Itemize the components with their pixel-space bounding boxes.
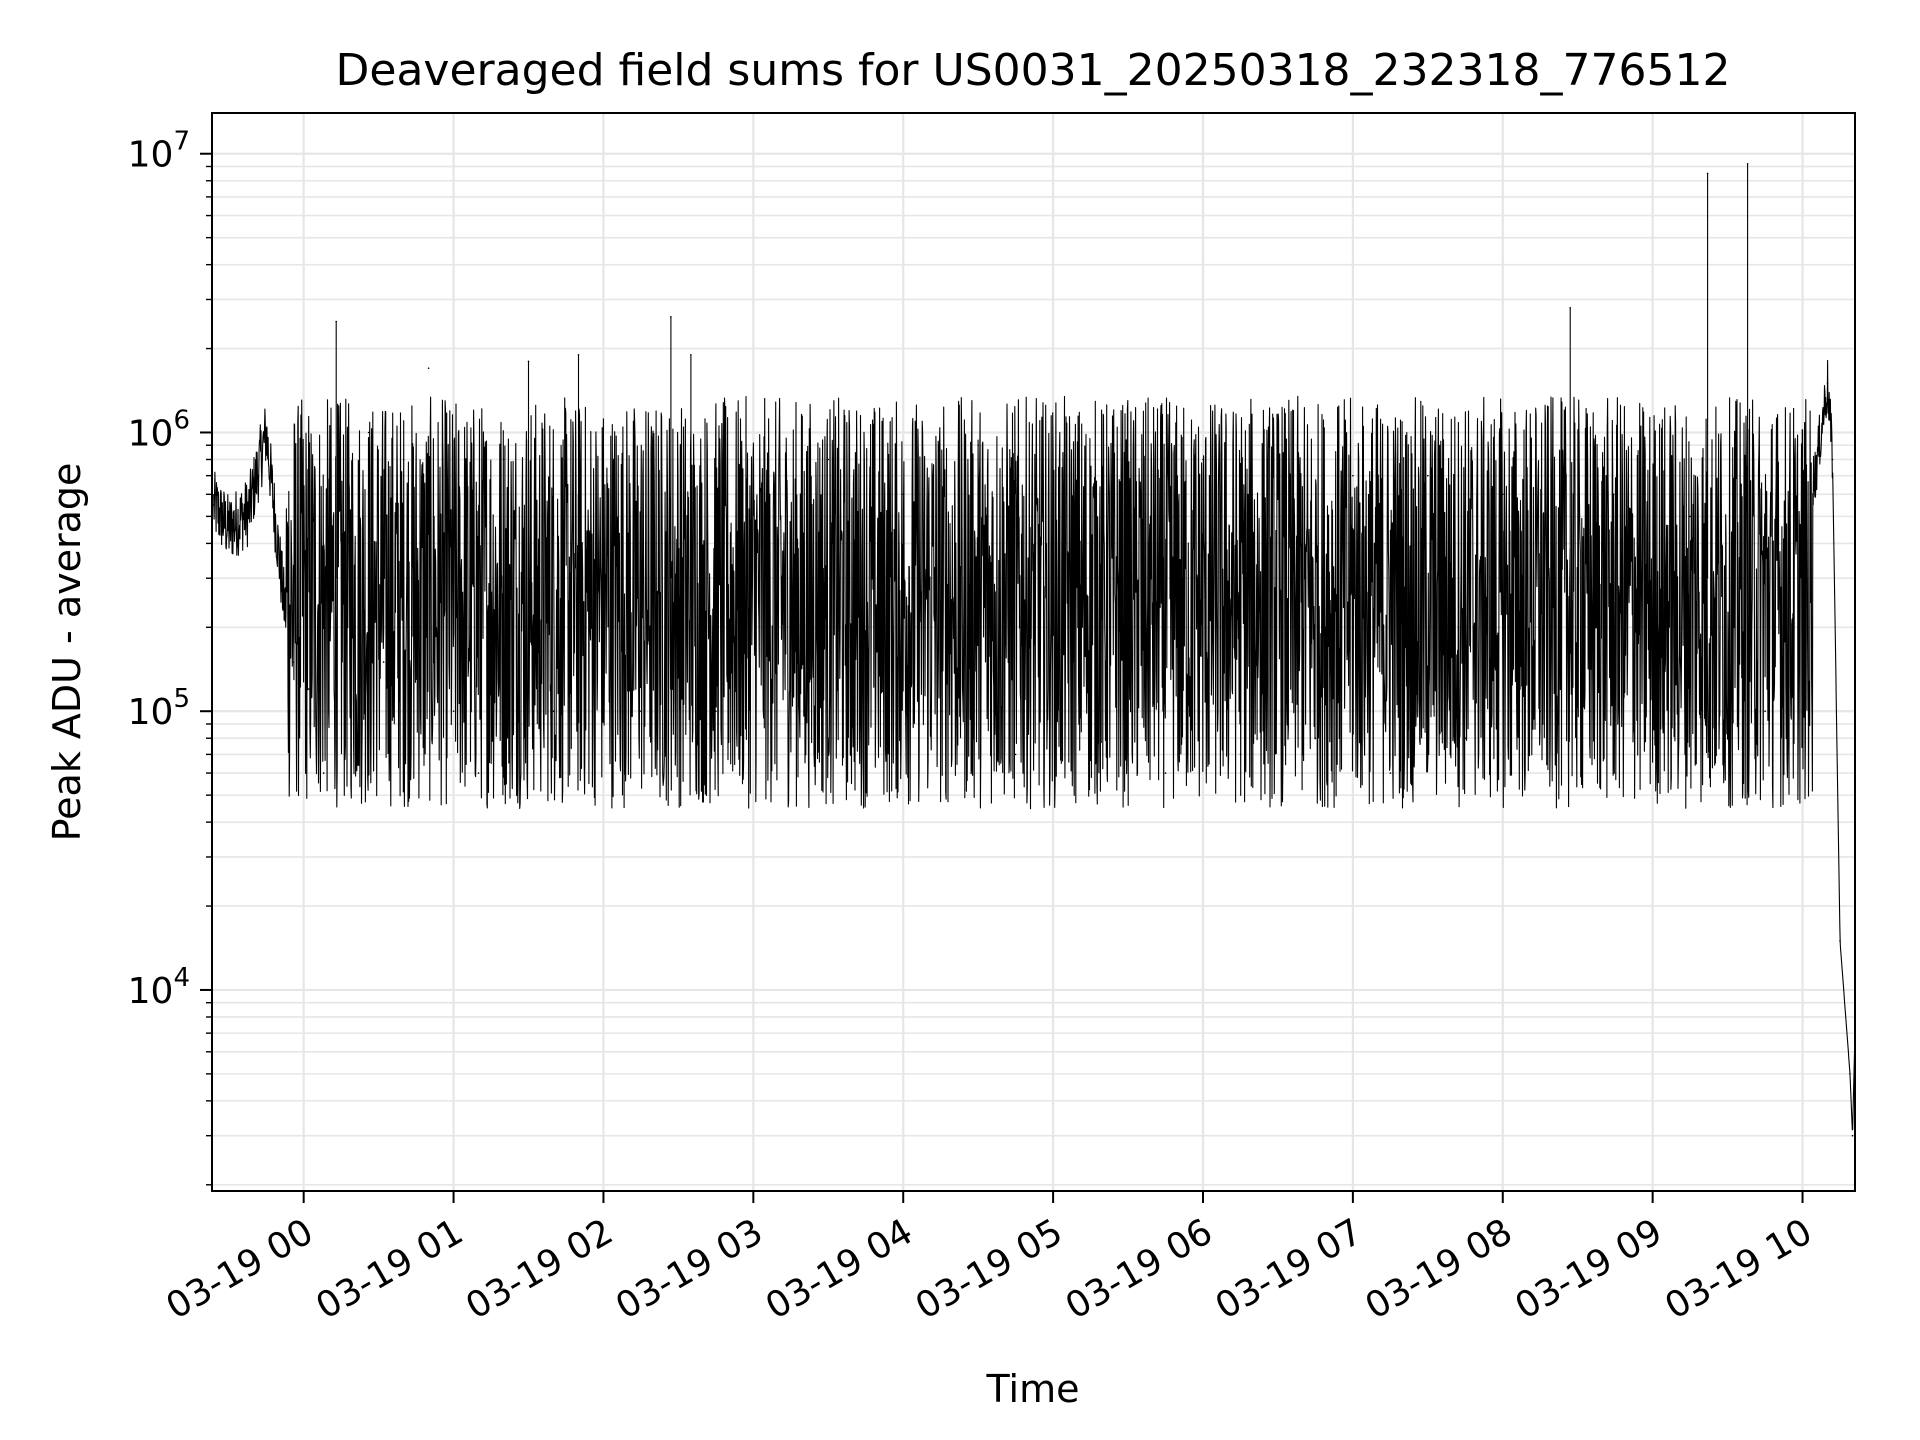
data-point bbox=[690, 354, 692, 356]
data-point bbox=[865, 753, 867, 756]
data-point bbox=[335, 320, 338, 323]
y-tick-label: 105 bbox=[128, 684, 190, 733]
x-axis-label: Time bbox=[986, 1367, 1080, 1411]
data-point bbox=[1314, 737, 1317, 739]
data-point bbox=[292, 661, 295, 663]
data-point bbox=[367, 431, 370, 434]
y-axis-label: Peak ADU - average bbox=[45, 463, 89, 842]
series-line bbox=[213, 163, 1856, 1131]
data-point bbox=[602, 474, 605, 477]
chart-title: Deaveraged field sums for US0031_2025031… bbox=[336, 45, 1731, 96]
data-point bbox=[1014, 753, 1017, 756]
y-tick-base: 10 bbox=[128, 971, 174, 1012]
data-point bbox=[247, 510, 250, 513]
data-point bbox=[1352, 474, 1354, 477]
data-point bbox=[265, 431, 268, 434]
y-tick-base: 10 bbox=[128, 692, 174, 733]
data-point bbox=[1849, 1073, 1851, 1075]
data-point bbox=[715, 710, 717, 712]
data-point bbox=[939, 710, 942, 712]
data-point bbox=[322, 772, 325, 774]
y-tick-base: 10 bbox=[128, 135, 174, 176]
data-point bbox=[1539, 710, 1541, 712]
data-point bbox=[1569, 307, 1571, 309]
data-point bbox=[790, 737, 792, 739]
data-point bbox=[1277, 493, 1279, 496]
y-tick-label: 104 bbox=[128, 963, 190, 1012]
data-point bbox=[1839, 940, 1841, 942]
data-point bbox=[1589, 710, 1591, 712]
data-point bbox=[1814, 474, 1816, 477]
data-point bbox=[1427, 474, 1429, 477]
y-tick-base: 10 bbox=[128, 413, 174, 454]
data-point bbox=[1464, 737, 1467, 739]
y-tick-label: 107 bbox=[128, 127, 190, 176]
data-point bbox=[212, 504, 215, 506]
data-point bbox=[1052, 493, 1054, 496]
data-point bbox=[1651, 737, 1654, 739]
data-series bbox=[212, 163, 1856, 1137]
data-point bbox=[552, 710, 555, 712]
data-point bbox=[1851, 1134, 1854, 1137]
data-point bbox=[382, 661, 385, 663]
data-point bbox=[827, 458, 830, 461]
data-point bbox=[477, 772, 480, 774]
data-point bbox=[577, 354, 580, 356]
data-point bbox=[307, 688, 310, 690]
data-point bbox=[402, 458, 405, 461]
data-point bbox=[1127, 474, 1129, 477]
data-point bbox=[502, 458, 505, 461]
data-point bbox=[282, 599, 285, 602]
data-point bbox=[1202, 458, 1204, 461]
data-point bbox=[1502, 493, 1504, 496]
data-point bbox=[227, 528, 230, 530]
data-point bbox=[352, 723, 355, 725]
y-tick-exponent: 5 bbox=[173, 684, 190, 714]
data-point bbox=[1746, 163, 1749, 165]
data-point bbox=[452, 710, 455, 712]
data-point bbox=[670, 316, 672, 318]
data-point bbox=[977, 444, 979, 447]
data-point bbox=[752, 474, 755, 477]
y-tick-exponent: 7 bbox=[173, 127, 190, 157]
grid bbox=[212, 113, 1855, 1191]
y-tick-exponent: 6 bbox=[173, 405, 190, 435]
data-point bbox=[427, 367, 430, 370]
plot-frame bbox=[211, 112, 1856, 1192]
data-point bbox=[1689, 515, 1691, 518]
data-point bbox=[527, 360, 530, 363]
data-point bbox=[1164, 772, 1167, 774]
data-point bbox=[1826, 382, 1829, 385]
data-point bbox=[1831, 458, 1834, 461]
data-point bbox=[1706, 172, 1709, 175]
data-point bbox=[1789, 515, 1791, 518]
data-point bbox=[1089, 737, 1092, 739]
data-point bbox=[1389, 772, 1392, 774]
y-tick-exponent: 4 bbox=[173, 963, 190, 993]
data-point bbox=[640, 710, 642, 712]
data-point bbox=[1239, 753, 1242, 756]
data-point bbox=[1614, 493, 1616, 496]
data-point bbox=[1764, 710, 1766, 712]
data-point bbox=[902, 493, 904, 496]
data-point bbox=[1726, 737, 1729, 739]
y-tick-label: 106 bbox=[128, 405, 190, 454]
